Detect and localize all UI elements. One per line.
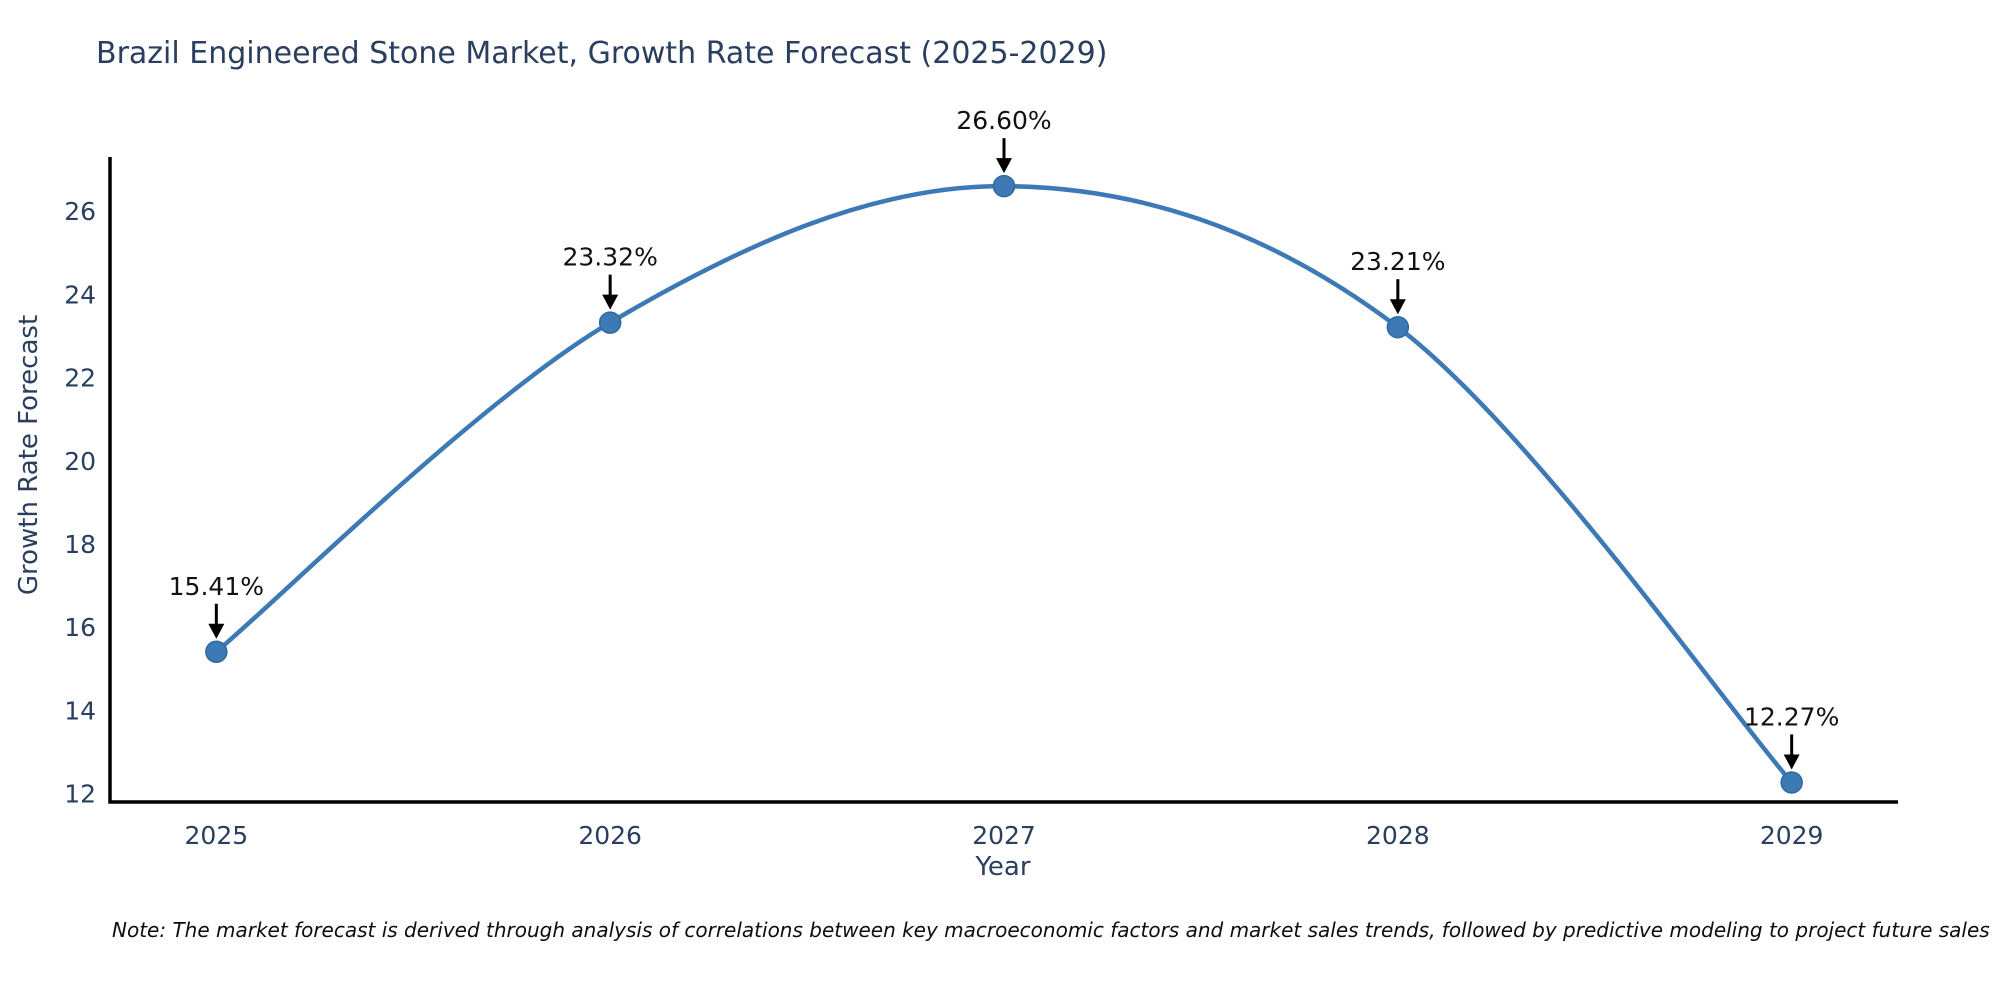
x-tick-label: 2028	[1366, 821, 1430, 850]
data-point-marker[interactable]	[1780, 771, 1803, 794]
y-tick-label: 20	[64, 447, 96, 476]
annotation-arrowhead	[996, 158, 1012, 174]
data-point-marker[interactable]	[1386, 315, 1410, 339]
footnote: Note: The market forecast is derived thr…	[112, 918, 1990, 942]
annotation-label: 15.41%	[169, 572, 264, 601]
y-tick-label: 24	[64, 280, 96, 309]
annotation-arrowhead	[1389, 299, 1406, 315]
data-point-marker[interactable]	[598, 311, 622, 334]
y-axis-title: Growth Rate Forecast	[14, 314, 44, 596]
y-tick-label: 26	[64, 197, 96, 226]
x-tick-label: 2029	[1760, 821, 1824, 850]
annotation-label: 12.27%	[1744, 702, 1839, 731]
axis-lines	[108, 157, 1898, 804]
annotation-label: 23.21%	[1350, 247, 1445, 276]
y-tick-label: 16	[64, 613, 96, 642]
annotation-arrowhead	[208, 623, 225, 639]
annotation-arrowhead	[1783, 754, 1800, 770]
annotation-arrowhead	[602, 294, 619, 310]
forecast-line	[214, 183, 1794, 785]
y-tick-label: 18	[64, 530, 96, 559]
data-point-marker[interactable]	[205, 640, 228, 664]
chart-title: Brazil Engineered Stone Market, Growth R…	[96, 36, 1108, 71]
x-tick-label: 2026	[578, 821, 642, 850]
x-tick-label: 2025	[185, 821, 249, 850]
data-point-marker[interactable]	[992, 174, 1016, 198]
y-tick-label: 14	[64, 696, 96, 725]
x-tick-label: 2027	[972, 821, 1036, 850]
y-tick-label: 22	[64, 364, 96, 393]
y-tick-label: 12	[64, 780, 96, 809]
x-axis-title: Year	[975, 852, 1031, 882]
annotation-label: 26.60%	[956, 106, 1051, 135]
annotation-label: 23.32%	[563, 243, 658, 272]
